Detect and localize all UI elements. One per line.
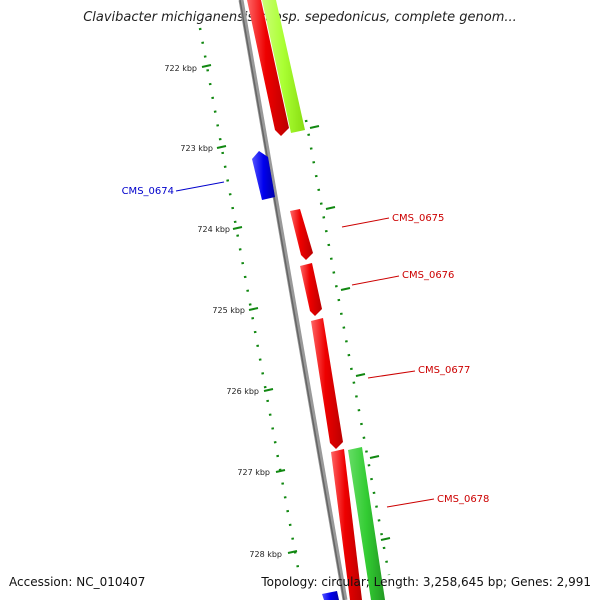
major-tick: [201, 64, 212, 68]
major-tick: [287, 550, 298, 554]
genome-backbone-edge: [239, 0, 345, 600]
gene-CMS_0676[interactable]: [300, 263, 322, 316]
gene-CMS_0674[interactable]: [252, 151, 275, 200]
gene-label-CMS_0676[interactable]: CMS_0676: [402, 270, 454, 281]
major-tick: [216, 145, 227, 149]
major-tick: [275, 469, 286, 473]
gene-feature-reverse[interactable]: [322, 591, 339, 600]
gene-label-CMS_0675[interactable]: CMS_0675: [392, 213, 444, 224]
major-tick: [355, 373, 366, 377]
major-tick: [325, 206, 336, 210]
tick-label-724: 724 kbp: [197, 225, 230, 234]
gene-CMS_0678[interactable]: [331, 449, 362, 600]
tick-label-722: 722 kbp: [164, 64, 197, 73]
gene-CMS_0675[interactable]: [290, 209, 313, 260]
major-tick: [369, 455, 380, 459]
major-tick: [248, 307, 259, 311]
label-line-CMS_0678: [386, 498, 435, 508]
tick-label-723: 723 kbp: [180, 144, 213, 153]
major-tick: [380, 537, 391, 541]
tick-label-725: 725 kbp: [212, 306, 245, 315]
gene-feature-forward[interactable]: [247, 0, 289, 136]
gene-feature-green[interactable]: [348, 447, 385, 600]
gene-label-CMS_0674[interactable]: CMS_0674: [122, 186, 174, 197]
label-line-CMS_0674: [175, 181, 225, 192]
label-line-CMS_0677: [367, 370, 416, 379]
tick-label-727: 727 kbp: [237, 468, 270, 477]
accession-text: Accession: NC_010407: [9, 575, 146, 589]
tick-label-728: 728 kbp: [249, 550, 282, 559]
gene-CMS_0677[interactable]: [311, 318, 343, 449]
gene-feature-lime[interactable]: [262, 0, 305, 133]
label-line-CMS_0675: [341, 217, 390, 228]
genome-title: Clavibacter michiganensis subsp. sepedon…: [83, 10, 517, 25]
gene-label-CMS_0678[interactable]: CMS_0678: [437, 494, 489, 505]
topology-text: Topology: circular; Length: 3,258,645 bp…: [261, 575, 591, 589]
major-tick: [232, 226, 243, 230]
tick-label-726: 726 kbp: [226, 387, 259, 396]
major-tick: [340, 287, 351, 291]
label-line-CMS_0676: [351, 275, 400, 286]
major-tick: [309, 125, 320, 129]
genome-backbone: [238, 0, 348, 600]
gene-label-CMS_0677[interactable]: CMS_0677: [418, 365, 470, 376]
major-tick: [263, 388, 274, 392]
